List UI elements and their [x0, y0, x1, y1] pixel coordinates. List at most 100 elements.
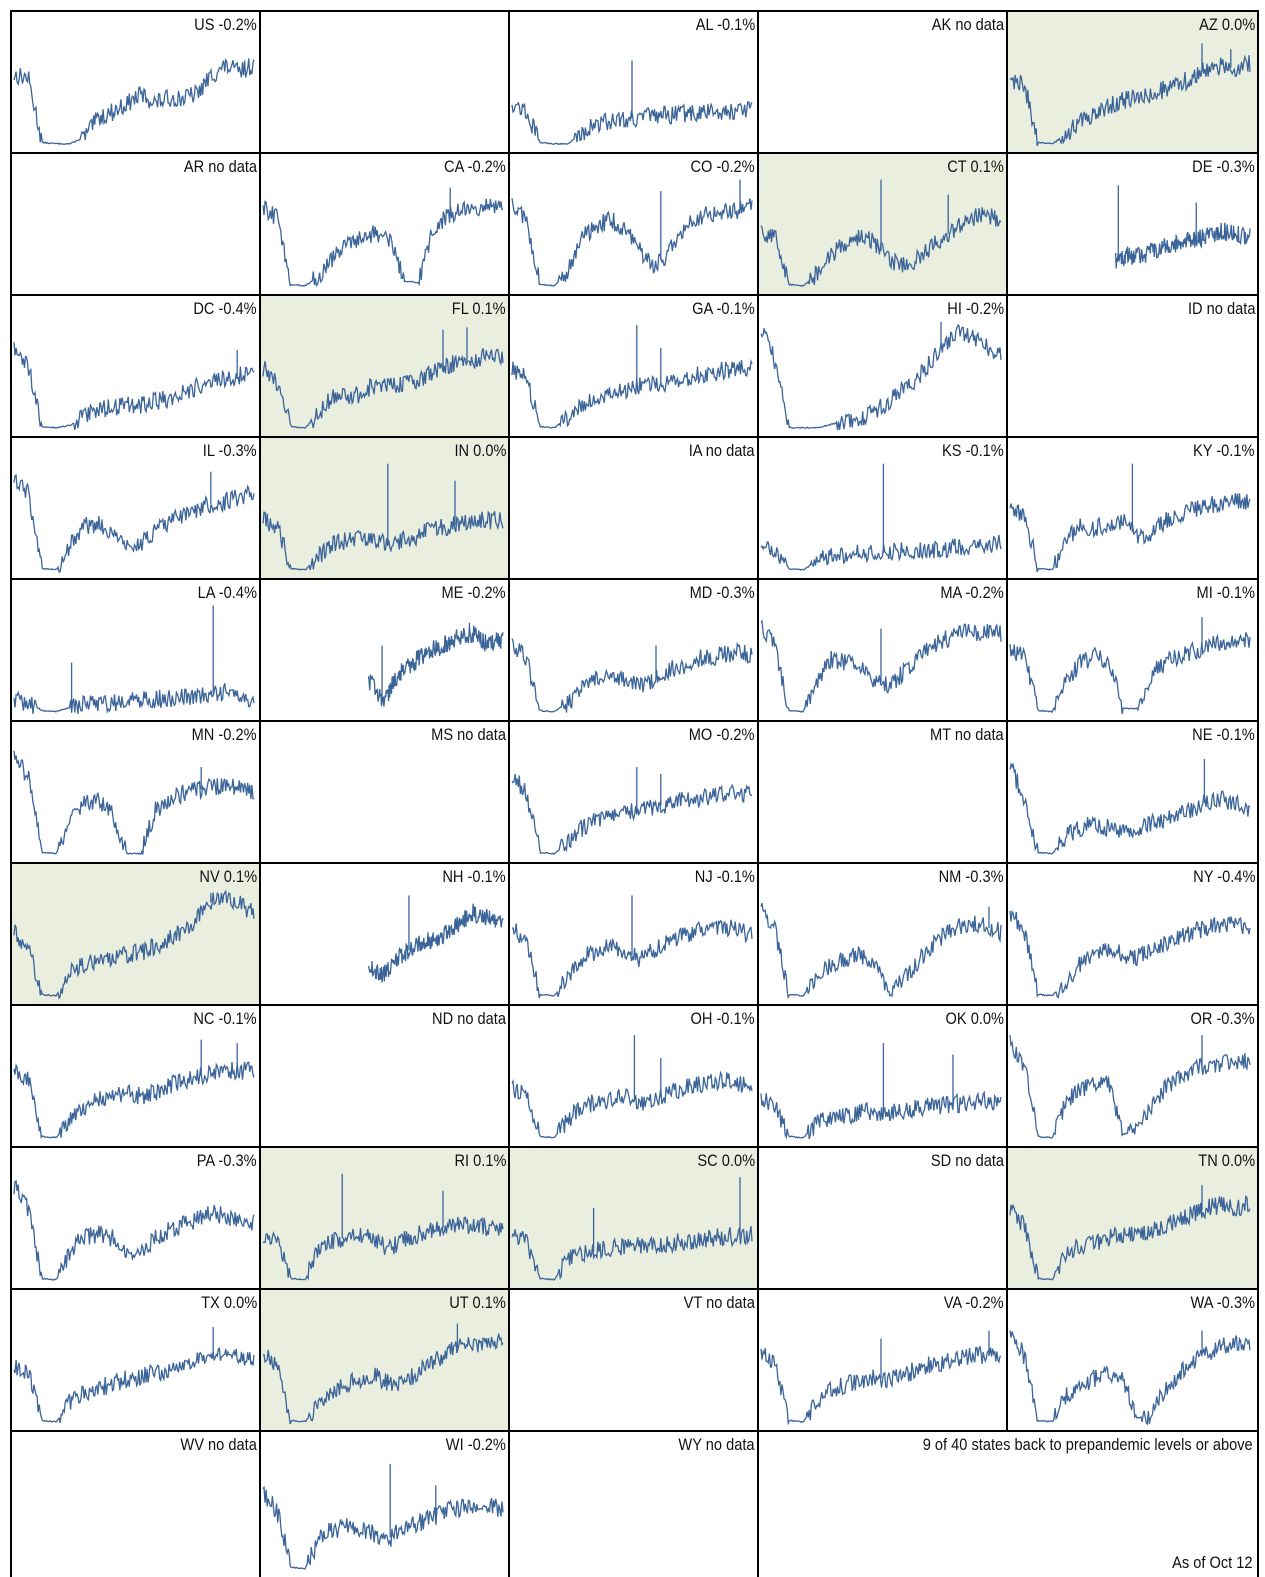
panel-label-az: AZ 0.0%: [1198, 15, 1255, 34]
panel-pa: PA -0.3%: [10, 1146, 259, 1288]
panel-label-nm: NM -0.3%: [939, 867, 1004, 886]
panel-ok: OK 0.0%: [757, 1004, 1006, 1146]
panel-label-me: ME -0.2%: [441, 583, 506, 602]
sparkline-nc: [13, 1039, 255, 1139]
series-line-pa: [13, 1179, 255, 1281]
series-line-ks: [760, 534, 1002, 571]
sparkline-or: [1009, 1035, 1251, 1139]
panel-label-mo: MO -0.2%: [689, 725, 755, 744]
sparkline-ct: [760, 179, 1002, 287]
panel-vt: VT no data: [508, 1288, 757, 1430]
panel-al: AL -0.1%: [508, 10, 757, 152]
series-line-nm: [760, 902, 1002, 1000]
panel-label-fl: FL 0.1%: [452, 299, 506, 318]
panel-label-ky: KY -0.1%: [1193, 441, 1255, 460]
panel-label-tn: TN 0.0%: [1198, 1151, 1255, 1170]
panel-label-ga: GA -0.1%: [692, 299, 755, 318]
panel-co: CO -0.2%: [508, 152, 757, 294]
sparkline-co: [511, 179, 753, 287]
sparkline-wa: [1009, 1330, 1251, 1426]
small-multiples-grid: US -0.2% AL -0.1% AK no data AZ 0.0% AR no d…: [10, 10, 1259, 1577]
panel-dc: DC -0.4%: [10, 294, 259, 436]
panel-ri: RI 0.1%: [259, 1146, 508, 1288]
panel-mt: MT no data: [757, 720, 1006, 862]
panel-label-al: AL -0.1%: [695, 15, 755, 34]
panel-ne: NE -0.1%: [1006, 720, 1259, 862]
panel-label-us: US -0.2%: [194, 15, 257, 34]
panel-label-mn: MN -0.2%: [192, 725, 257, 744]
panel-oh: OH -0.1%: [508, 1004, 757, 1146]
panel-label-ct: CT 0.1%: [947, 157, 1004, 176]
panel-label-ak: AK no data: [931, 15, 1004, 34]
panel-la: LA -0.4%: [10, 578, 259, 720]
series-line-ky: [1009, 493, 1251, 573]
series-line-md: [511, 638, 753, 713]
panel-label-wa: WA -0.3%: [1190, 1293, 1255, 1312]
panel-nm: NM -0.3%: [757, 862, 1006, 1004]
summary-text: 9 of 40 states back to prepandemic level…: [923, 1435, 1253, 1454]
sparkline-nm: [760, 902, 1002, 1000]
panel-us: US -0.2%: [10, 10, 259, 152]
sparkline-mi: [1009, 617, 1251, 715]
panel-nc: NC -0.1%: [10, 1004, 259, 1146]
sparkline-az: [1009, 43, 1251, 147]
panel-label-ia: IA no data: [689, 441, 755, 460]
panel-label-va: VA -0.2%: [944, 1293, 1004, 1312]
sparkline-tn: [1009, 1185, 1251, 1281]
sparkline-wi: [262, 1463, 504, 1570]
sparkline-nh: [367, 895, 504, 983]
sparkline-md: [511, 638, 753, 713]
series-line-nj: [511, 919, 753, 999]
series-line-co: [511, 198, 753, 287]
panel-label-tx: TX 0.0%: [200, 1293, 257, 1312]
as-of-date: As of Oct 12: [1172, 1553, 1253, 1572]
series-line-ri: [262, 1216, 504, 1281]
panel-label-nd: ND no data: [432, 1009, 506, 1028]
sparkline-in: [262, 463, 504, 571]
series-line-tx: [13, 1347, 255, 1423]
panel-label-il: IL -0.3%: [203, 441, 257, 460]
panel-tn: TN 0.0%: [1006, 1146, 1259, 1288]
series-line-fl: [262, 347, 504, 429]
series-line-or: [1009, 1035, 1251, 1139]
series-line-oh: [511, 1070, 753, 1139]
sparkline-ok: [760, 1043, 1002, 1140]
panel-label-pa: PA -0.3%: [197, 1151, 257, 1170]
panel-label-wv: WV no data: [180, 1435, 257, 1454]
panel-wy: WY no data: [508, 1430, 757, 1577]
panel-label-nc: NC -0.1%: [193, 1009, 257, 1028]
panel-label-co: CO -0.2%: [690, 157, 755, 176]
panel-nd: ND no data: [259, 1004, 508, 1146]
panel-ca: CA -0.2%: [259, 152, 508, 294]
panel-label-ca: CA -0.2%: [444, 157, 506, 176]
panel-wi: WI -0.2%: [259, 1430, 508, 1577]
panel-ks: KS -0.1%: [757, 436, 1006, 578]
series-line-la: [13, 683, 255, 715]
panel-wa: WA -0.3%: [1006, 1288, 1259, 1430]
panel-sd: SD no data: [757, 1146, 1006, 1288]
panel-nh: NH -0.1%: [259, 862, 508, 1004]
panel-mo: MO -0.2%: [508, 720, 757, 862]
panel-label-sd: SD no data: [930, 1151, 1004, 1170]
panel-ar: AR no data: [10, 152, 259, 294]
series-line-hi: [760, 323, 1002, 431]
panel-wv: WV no data: [10, 1430, 259, 1577]
sparkline-fl: [262, 327, 504, 429]
series-line-wi: [262, 1485, 504, 1570]
panel-nj: NJ -0.1%: [508, 862, 757, 1004]
panel-label-ma: MA -0.2%: [940, 583, 1004, 602]
series-line-nv: [13, 889, 255, 1000]
panel-ms: MS no data: [259, 720, 508, 862]
panel-label-nv: NV 0.1%: [199, 867, 257, 886]
sparkline-mn: [13, 750, 255, 856]
panel-ny: NY -0.4%: [1006, 862, 1259, 1004]
panel-il: IL -0.3%: [10, 436, 259, 578]
panel-in: IN 0.0%: [259, 436, 508, 578]
panel-nv: NV 0.1%: [10, 862, 259, 1004]
sparkline-us: [13, 57, 255, 146]
sparkline-al: [511, 60, 753, 146]
sparkline-ca: [262, 187, 504, 287]
panel-mi: MI -0.1%: [1006, 578, 1259, 720]
sparkline-ut: [262, 1323, 504, 1425]
panel-sc: SC 0.0%: [508, 1146, 757, 1288]
